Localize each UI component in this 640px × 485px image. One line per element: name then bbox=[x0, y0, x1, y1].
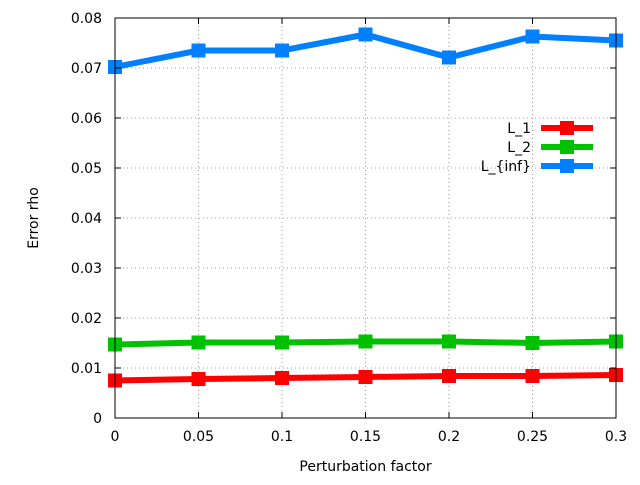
x-tick-label: 0.2 bbox=[438, 429, 460, 445]
x-axis-label: Perturbation factor bbox=[299, 459, 431, 475]
x-tick-label: 0.05 bbox=[183, 429, 214, 445]
x-tick-label: 0.25 bbox=[517, 429, 548, 445]
y-tick-label: 0.04 bbox=[71, 211, 102, 227]
series-point-0 bbox=[275, 371, 289, 385]
x-tick-label: 0.3 bbox=[605, 429, 627, 445]
series-point-1 bbox=[525, 336, 540, 350]
series-point-1 bbox=[191, 335, 206, 350]
y-tick-label: 0.08 bbox=[71, 11, 102, 27]
series-point-2 bbox=[525, 29, 540, 44]
y-tick-label: 0.03 bbox=[71, 261, 102, 277]
legend-label-1: L_2 bbox=[507, 140, 531, 156]
legend-swatch-marker-2 bbox=[560, 159, 574, 173]
series-point-0 bbox=[525, 369, 540, 383]
legend-label-2: L_{inf} bbox=[481, 159, 531, 175]
legend-swatch-marker-0 bbox=[560, 121, 574, 135]
series-point-0 bbox=[442, 369, 456, 383]
x-tick-label: 0 bbox=[111, 429, 120, 445]
x-tick-label: 0.1 bbox=[271, 429, 293, 445]
y-axis-label: Error rho bbox=[26, 187, 42, 249]
series-point-2 bbox=[275, 43, 289, 58]
series-point-1 bbox=[275, 335, 289, 350]
series-point-1 bbox=[358, 334, 373, 349]
y-tick-label: 0.02 bbox=[71, 311, 102, 327]
y-tick-label: 0.06 bbox=[71, 111, 102, 127]
y-tick-label: 0.07 bbox=[71, 61, 102, 77]
series-point-2 bbox=[358, 27, 373, 42]
legend-label-0: L_1 bbox=[507, 121, 531, 137]
x-tick-label: 0.15 bbox=[350, 429, 381, 445]
grid bbox=[115, 18, 616, 418]
series-layer bbox=[108, 27, 623, 388]
legend: L_1 L_2 L_{inf} bbox=[481, 121, 593, 175]
series-point-2 bbox=[191, 43, 206, 58]
legend-swatch-marker-1 bbox=[560, 140, 574, 154]
series-point-0 bbox=[191, 372, 206, 386]
y-tick-label: 0.01 bbox=[71, 361, 102, 377]
series-point-1 bbox=[442, 334, 456, 349]
y-tick-label: 0.05 bbox=[71, 161, 102, 177]
ticks: 0 0.05 0.1 0.15 0.2 0.25 0.3 0 0.01 0.02 0.03 0.04 0… bbox=[71, 11, 627, 445]
y-tick-label: 0 bbox=[93, 411, 102, 427]
series-point-2 bbox=[442, 50, 456, 65]
series-point-0 bbox=[358, 370, 373, 384]
